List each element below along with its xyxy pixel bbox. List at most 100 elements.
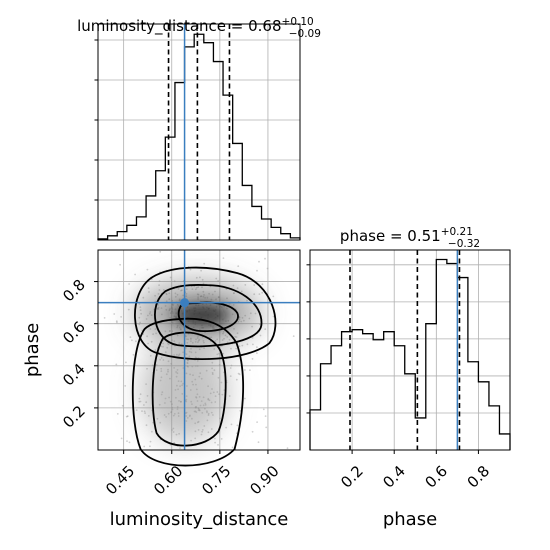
density-sample-point xyxy=(219,354,222,356)
density-sample-point xyxy=(237,372,240,375)
density-sample-point xyxy=(126,415,129,418)
density-sample-point xyxy=(251,358,254,360)
density-sample-point xyxy=(286,447,289,450)
density-sample-point xyxy=(229,375,232,377)
density-sample-point xyxy=(115,320,118,323)
density-sample-point xyxy=(116,413,119,415)
density-sample-point xyxy=(132,353,135,356)
phase-ytick-label-3: 0.8 xyxy=(59,276,89,306)
density-sample-point xyxy=(252,343,254,346)
density-sample-point xyxy=(222,352,225,355)
density-sample-point xyxy=(265,426,268,429)
density-sample-point xyxy=(147,287,150,290)
contour-upper-outer xyxy=(134,266,277,361)
density-sample-point xyxy=(147,342,150,345)
density-sample-point xyxy=(241,344,244,347)
contour-lower-outer xyxy=(131,317,245,467)
phase-ytick-label-1: 0.4 xyxy=(59,360,89,390)
contour-upper-middle xyxy=(154,284,263,348)
density-sample-point xyxy=(146,335,149,338)
density-sample-point xyxy=(169,276,172,279)
ld-xtick-label-2: 0.75 xyxy=(198,462,234,498)
density-sample-point xyxy=(125,361,127,364)
density-sample-point xyxy=(126,440,128,442)
density-shade-upper-core xyxy=(173,303,230,328)
density-sample-point xyxy=(256,352,258,354)
ph-xtick-label-2: 0.6 xyxy=(421,462,451,492)
density-sample-point xyxy=(249,369,251,371)
density-sample-point xyxy=(235,347,238,350)
density-sample-point xyxy=(173,442,176,444)
density-sample-point xyxy=(151,430,153,433)
contour-lower-inner xyxy=(151,331,227,447)
density-sample-point xyxy=(244,284,247,286)
density-sample-point xyxy=(135,340,137,343)
density-sample-point xyxy=(238,373,241,376)
density-sample-point xyxy=(235,378,238,381)
density-sample-point xyxy=(258,293,261,295)
density-sample-point xyxy=(256,346,258,349)
density-sample-point xyxy=(230,364,233,367)
density-sample-point xyxy=(138,400,141,403)
density-sample-point xyxy=(128,283,131,285)
density-sample-point xyxy=(256,269,258,272)
luminosity-distance-title: luminosity_distance = 0.68+0.10 −0.09 xyxy=(77,16,321,40)
density-sample-point xyxy=(127,308,130,311)
density-sample-point xyxy=(253,293,256,296)
ph-histogram-step xyxy=(309,258,511,450)
density-sample-point xyxy=(236,424,239,427)
density-sample-point xyxy=(149,445,151,448)
density-sample-point xyxy=(272,315,275,318)
density-sample-point xyxy=(231,446,234,449)
density-sample-point xyxy=(237,265,240,268)
x-axis-label-luminosity-distance: luminosity_distance xyxy=(110,509,289,530)
density-sample-point xyxy=(134,273,137,276)
density-sample-point xyxy=(225,426,228,429)
density-sample-point xyxy=(264,415,267,417)
density-sample-point xyxy=(258,260,260,263)
density-sample-point xyxy=(120,437,123,440)
density-sample-point xyxy=(119,263,121,266)
phase-title: phase = 0.51+0.21 −0.32 xyxy=(340,226,480,250)
density-sample-point xyxy=(251,430,254,433)
density-sample-point xyxy=(149,440,152,443)
luminosity-distance-hist-frame xyxy=(97,23,301,241)
density-sample-point xyxy=(131,339,133,342)
ld-xtick-label-3: 0.90 xyxy=(246,462,282,498)
density-sample-point xyxy=(141,410,143,412)
density-sample-point xyxy=(158,280,161,283)
y-axis-label-phase: phase xyxy=(22,323,43,377)
axes-ticks: 0.45 0.60 0.75 0.90 0.2 0.4 0.6 0.8 0.2 0.4 0.6 0.8 xyxy=(59,276,493,499)
density-sample-point xyxy=(214,437,216,440)
density-sample-point xyxy=(220,438,223,440)
density-sample-point xyxy=(138,397,141,400)
density-sample-point xyxy=(264,328,267,330)
density-sample-point xyxy=(239,409,242,412)
phase-ytick-label-0: 0.2 xyxy=(59,402,89,432)
density-sample-point xyxy=(257,441,260,444)
density-sample-point xyxy=(251,337,254,339)
density-sample-point xyxy=(149,354,152,357)
density-sample-point xyxy=(261,283,264,286)
density-sample-point xyxy=(259,323,261,326)
density-sample-point xyxy=(228,395,231,397)
density-sample-point xyxy=(216,353,219,356)
density-sample-point xyxy=(179,447,181,449)
density-sample-point xyxy=(230,347,232,350)
density-sample-point xyxy=(113,313,116,315)
density-sample-point xyxy=(162,342,165,345)
density-sample-point xyxy=(214,441,217,444)
density-sample-point xyxy=(215,277,218,280)
density-truth-point xyxy=(180,298,190,308)
density-sample-point xyxy=(135,409,138,411)
density-sample-point xyxy=(253,284,256,286)
ph-xtick-label-1: 0.4 xyxy=(379,462,409,492)
density-sample-point xyxy=(124,385,127,387)
x-axis-label-phase: phase xyxy=(383,509,437,530)
density-sample-point xyxy=(116,321,118,324)
density-sample-point xyxy=(244,397,246,400)
density-sample-point xyxy=(128,441,131,444)
density-sample-point xyxy=(262,408,265,411)
density-sample-point xyxy=(256,421,258,423)
